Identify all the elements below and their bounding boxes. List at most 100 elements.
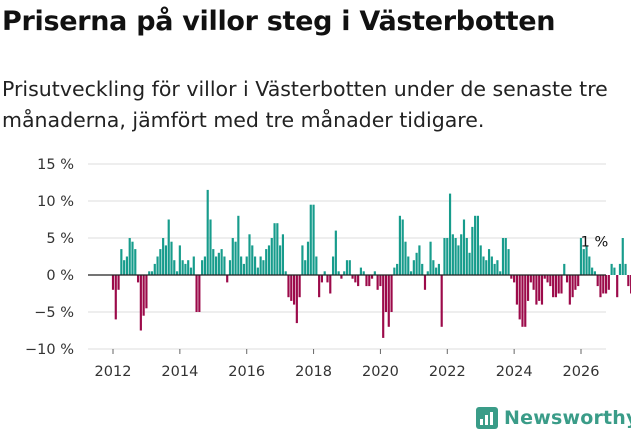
- bar: [248, 234, 251, 275]
- bar: [563, 263, 566, 275]
- bar: [265, 249, 268, 275]
- bar: [515, 275, 518, 305]
- bar: [454, 238, 457, 275]
- bar: [228, 260, 232, 275]
- y-tick-label: −10 %: [25, 342, 74, 358]
- bar: [276, 223, 279, 275]
- bar: [560, 275, 563, 294]
- bar: [340, 275, 343, 279]
- bar: [170, 241, 173, 275]
- bar: [153, 263, 156, 275]
- bar: [538, 275, 541, 301]
- bar: [259, 256, 262, 275]
- bar: [465, 238, 468, 275]
- bar: [201, 260, 204, 275]
- bar: [159, 249, 162, 275]
- bar: [370, 275, 374, 279]
- bar: [460, 234, 463, 275]
- bar: [613, 267, 616, 275]
- bar: [240, 256, 243, 275]
- bar: [443, 238, 446, 275]
- bar: [351, 275, 354, 279]
- bar: [312, 204, 315, 275]
- brand-logo[interactable]: Newsworthy: [476, 407, 631, 429]
- brand-name: Newsworthy: [504, 407, 631, 429]
- bar: [156, 256, 159, 275]
- bar: [543, 275, 546, 279]
- bar: [457, 245, 460, 275]
- bar: [487, 249, 491, 275]
- bar: [579, 238, 583, 275]
- bar: [123, 260, 126, 275]
- bar: [437, 263, 440, 275]
- bar: [499, 271, 502, 275]
- bar: [206, 189, 209, 275]
- bar: [618, 263, 622, 275]
- bar: [368, 275, 371, 287]
- bar: [281, 234, 285, 275]
- bar: [337, 271, 340, 275]
- bar: [323, 271, 326, 275]
- bar: [287, 275, 290, 298]
- bar: [415, 252, 418, 275]
- bar: [117, 275, 120, 290]
- bar: [217, 252, 220, 275]
- bar: [571, 275, 574, 298]
- bar: [507, 249, 510, 275]
- bar: [604, 275, 608, 294]
- bar: [474, 215, 477, 275]
- bar: [593, 271, 596, 275]
- bar: [125, 256, 129, 275]
- bar: [189, 267, 193, 275]
- bar: [304, 260, 307, 275]
- bar: [234, 241, 237, 275]
- bar: [448, 193, 452, 275]
- bar: [198, 275, 201, 312]
- bar: [421, 263, 424, 275]
- bar: [365, 275, 368, 287]
- bar: [187, 260, 190, 275]
- bar: [167, 219, 170, 275]
- bar: [120, 249, 123, 275]
- bar: [136, 275, 140, 283]
- bar: [376, 275, 379, 290]
- bar: [150, 271, 154, 275]
- x-tick-label: 2022: [429, 364, 466, 380]
- bar: [532, 275, 535, 290]
- bar: [142, 275, 145, 316]
- bar: [554, 275, 557, 298]
- bar: [173, 260, 176, 275]
- bar: [181, 260, 184, 275]
- bar: [524, 275, 527, 327]
- bar: [390, 275, 393, 312]
- bar: [387, 275, 390, 327]
- bar: [256, 267, 259, 275]
- y-tick-label: 10 %: [37, 194, 74, 210]
- x-tick-label: 2026: [563, 364, 600, 380]
- bar: [393, 267, 396, 275]
- bar: [329, 275, 332, 294]
- x-tick-label: 2020: [362, 364, 399, 380]
- bar: [273, 223, 276, 275]
- bar: [401, 219, 404, 275]
- bar: [476, 215, 479, 275]
- bar: [223, 256, 226, 275]
- bar: [510, 275, 513, 279]
- bar: [131, 241, 134, 275]
- bar: [426, 271, 429, 275]
- bar: [610, 263, 613, 275]
- bar: [518, 275, 521, 320]
- bar: [535, 275, 538, 305]
- bar: [251, 245, 254, 275]
- bar: [306, 241, 310, 275]
- bar: [552, 275, 555, 298]
- bar: [379, 275, 382, 287]
- bar: [490, 256, 493, 275]
- bar: [184, 263, 187, 275]
- y-tick-label: −5 %: [34, 305, 74, 321]
- bar: [114, 275, 117, 320]
- x-tick-label: 2016: [228, 364, 265, 380]
- bar: [284, 271, 287, 275]
- bar: [549, 275, 552, 287]
- bar: [139, 275, 142, 331]
